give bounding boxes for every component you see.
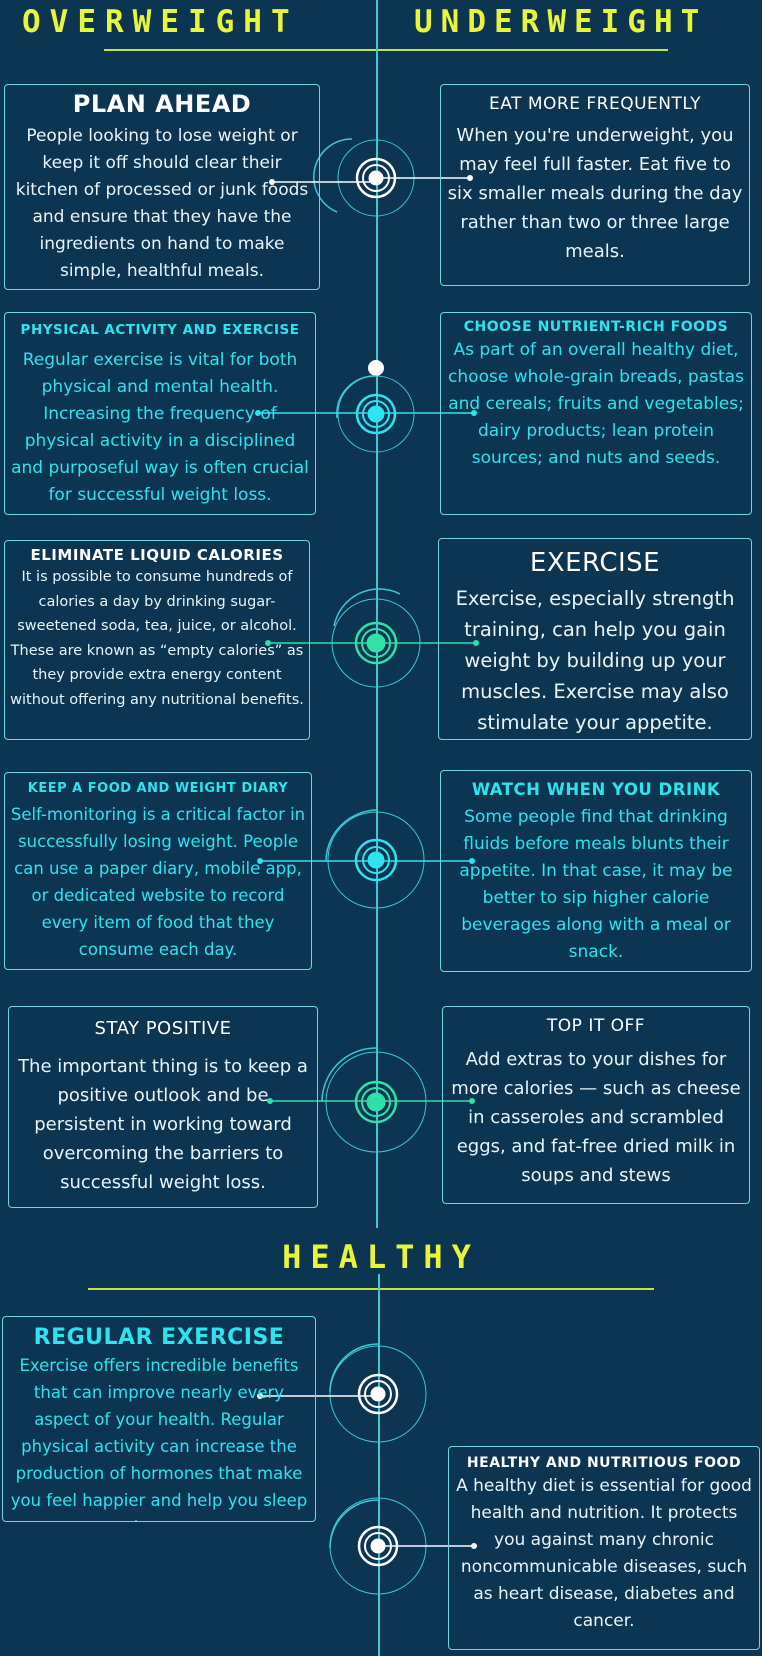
card-body: Some people find that drinking fluids be… <box>459 806 733 962</box>
overweight-card-plan-ahead: PLAN AHEAD People looking to lose weight… <box>4 84 320 290</box>
underweight-card-exercise: EXERCISE Exercise, especially strength t… <box>438 538 752 740</box>
underweight-heading: UNDERWEIGHT <box>414 4 708 40</box>
overweight-card-stay-positive: STAY POSITIVE The important thing is to … <box>8 1006 318 1208</box>
card-title: KEEP A FOOD AND WEIGHT DIARY <box>27 781 289 796</box>
card-title: EXERCISE <box>529 548 661 578</box>
card-title: CHOOSE NUTRIENT-RICH FOODS <box>463 319 729 335</box>
card-body: Self-monitoring is a critical factor in … <box>10 804 306 959</box>
card-body: Exercise offers incredible benefits that… <box>10 1356 308 1521</box>
card-title: TOP IT OFF <box>546 1016 646 1036</box>
card-body: Exercise, especially strength training, … <box>455 586 735 734</box>
underweight-card-watch-when-you-drink: WATCH WHEN YOU DRINK Some people find th… <box>440 770 752 972</box>
card-body: It is possible to consume hundreds of ca… <box>10 569 304 708</box>
card-body: When you're underweight, you may feel fu… <box>447 124 743 262</box>
card-title: HEALTHY AND NUTRITIOUS FOOD <box>466 1455 742 1471</box>
card-title: WATCH WHEN YOU DRINK <box>471 780 721 799</box>
underweight-card-top-it-off: TOP IT OFF Add extras to your dishes for… <box>442 1006 750 1204</box>
card-title: ELIMINATE LIQUID CALORIES <box>30 546 284 564</box>
card-body: People looking to lose weight or keep it… <box>15 125 309 281</box>
overweight-card-food-diary: KEEP A FOOD AND WEIGHT DIARY Self-monito… <box>4 772 312 970</box>
card-title: REGULAR EXERCISE <box>33 1325 285 1350</box>
card-body: A healthy diet is essential for good hea… <box>456 1476 752 1632</box>
overweight-heading: OVERWEIGHT <box>22 4 299 40</box>
card-title: PLAN AHEAD <box>72 90 252 118</box>
card-title: STAY POSITIVE <box>94 1018 232 1039</box>
top-heading-underline <box>104 49 668 51</box>
card-body: As part of an overall healthy diet, choo… <box>448 340 744 469</box>
card-body: Add extras to your dishes for more calor… <box>451 1048 741 1186</box>
underweight-card-eat-more-frequently: EAT MORE FREQUENTLY When you're underwei… <box>440 84 750 286</box>
timeline-node-4 <box>325 809 425 909</box>
card-body: The important thing is to keep a positiv… <box>18 1055 308 1193</box>
overweight-card-physical-activity: PHYSICAL ACTIVITY AND EXERCISE Regular e… <box>4 312 316 515</box>
overweight-card-liquid-calories: ELIMINATE LIQUID CALORIES It is possible… <box>4 540 310 740</box>
healthy-timeline-line <box>378 1274 380 1656</box>
healthy-heading-underline <box>88 1288 654 1290</box>
healthy-card-nutritious-food: HEALTHY AND NUTRITIOUS FOOD A healthy di… <box>448 1446 760 1650</box>
card-title: EAT MORE FREQUENTLY <box>489 94 701 114</box>
underweight-card-nutrient-rich-foods: CHOOSE NUTRIENT-RICH FOODS As part of an… <box>440 312 752 515</box>
healthy-heading: HEALTHY <box>282 1238 480 1276</box>
healthy-card-regular-exercise: REGULAR EXERCISE Exercise offers incredi… <box>2 1316 316 1522</box>
card-title: PHYSICAL ACTIVITY AND EXERCISE <box>20 322 300 338</box>
timeline-node-5 <box>321 1047 427 1153</box>
timeline-node-1 <box>313 138 415 217</box>
card-body: Regular exercise is vital for both physi… <box>11 349 309 505</box>
center-timeline-line <box>376 0 378 1228</box>
